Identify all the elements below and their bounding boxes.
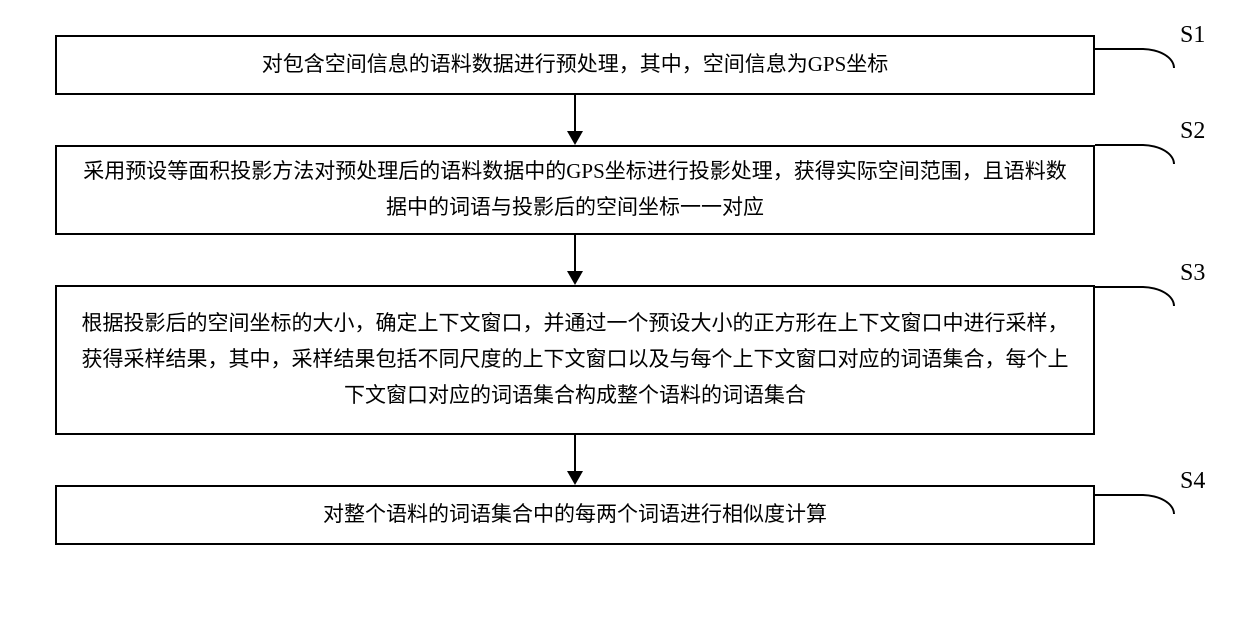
connector-s3 [1095, 286, 1175, 306]
step-label-s3: S3 [1180, 260, 1205, 287]
connector-s4 [1095, 494, 1175, 514]
step-label-s4: S4 [1180, 468, 1205, 495]
step-box-s3: 根据投影后的空间坐标的大小，确定上下文窗口，并通过一个预设大小的正方形在上下文窗… [55, 285, 1095, 435]
step-text-s1: 对包含空间信息的语料数据进行预处理，其中，空间信息为GPS坐标 [262, 47, 889, 83]
arrow-s1-s2 [55, 95, 1095, 145]
arrow-head-icon [567, 271, 583, 285]
arrow-head-icon [567, 131, 583, 145]
step-box-s1: 对包含空间信息的语料数据进行预处理，其中，空间信息为GPS坐标 [55, 35, 1095, 95]
arrow-line [574, 235, 576, 273]
arrow-s3-s4 [55, 435, 1095, 485]
arrow-s2-s3 [55, 235, 1095, 285]
step-text-s3: 根据投影后的空间坐标的大小，确定上下文窗口，并通过一个预设大小的正方形在上下文窗… [77, 306, 1073, 413]
step-label-s1: S1 [1180, 22, 1205, 49]
flowchart-container: 对包含空间信息的语料数据进行预处理，其中，空间信息为GPS坐标 采用预设等面积投… [55, 35, 1095, 545]
arrow-head-icon [567, 471, 583, 485]
arrow-line [574, 95, 576, 133]
arrow-line [574, 435, 576, 473]
connector-s1 [1095, 48, 1175, 68]
step-text-s2: 采用预设等面积投影方法对预处理后的语料数据中的GPS坐标进行投影处理，获得实际空… [77, 154, 1073, 225]
step-text-s4: 对整个语料的词语集合中的每两个词语进行相似度计算 [323, 497, 827, 533]
connector-s2 [1095, 144, 1175, 164]
step-box-s4: 对整个语料的词语集合中的每两个词语进行相似度计算 [55, 485, 1095, 545]
step-box-s2: 采用预设等面积投影方法对预处理后的语料数据中的GPS坐标进行投影处理，获得实际空… [55, 145, 1095, 235]
step-label-s2: S2 [1180, 118, 1205, 145]
